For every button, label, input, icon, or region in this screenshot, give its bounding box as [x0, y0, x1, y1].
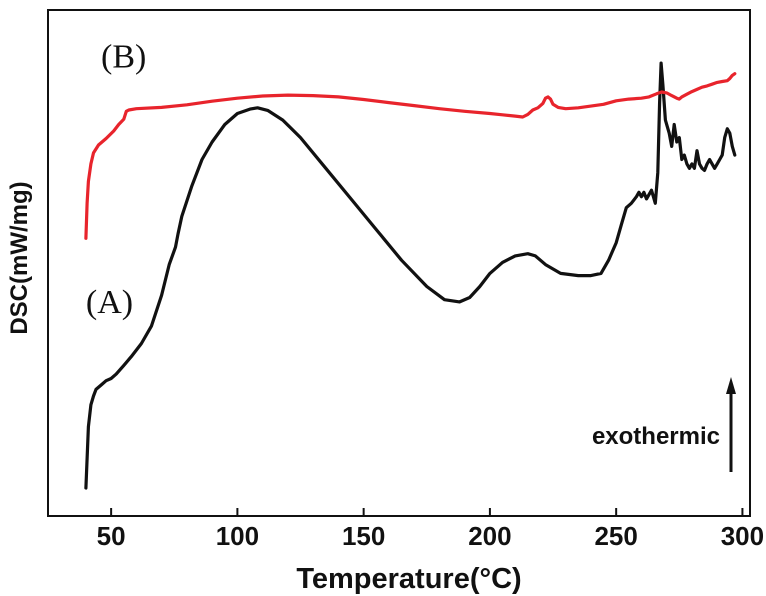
x-tick-label-50: 50: [97, 521, 126, 551]
y-axis-title: DSC(mW/mg): [6, 181, 33, 334]
x-tick-label-100: 100: [216, 521, 259, 551]
series-line-b: [84, 72, 737, 240]
arrow-head: [726, 377, 736, 394]
x-axis-title: Temperature(°C): [296, 563, 521, 595]
series-labels: (A) (B): [86, 39, 146, 321]
series-line-a: [84, 61, 737, 490]
x-axis-ticks: 50 100 150 200 250 300: [97, 508, 764, 551]
exothermic-annotation: exothermic: [592, 423, 720, 450]
series-label-b: (B): [101, 39, 146, 76]
x-tick-label-300: 300: [721, 521, 764, 551]
x-tick-label-150: 150: [342, 521, 385, 551]
plot-area-frame: [47, 9, 751, 517]
x-tick-label-200: 200: [468, 521, 511, 551]
x-tick-label-250: 250: [594, 521, 637, 551]
series-label-a: (A): [86, 284, 133, 321]
series-lines: [84, 61, 737, 490]
exothermic-arrow-icon: [726, 377, 736, 472]
